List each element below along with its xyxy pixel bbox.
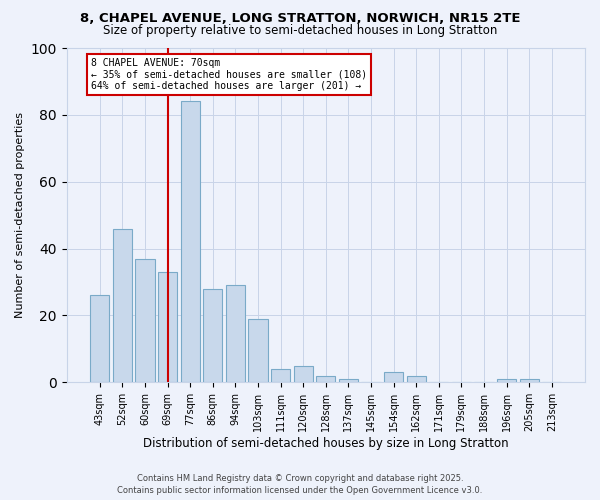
Text: 8, CHAPEL AVENUE, LONG STRATTON, NORWICH, NR15 2TE: 8, CHAPEL AVENUE, LONG STRATTON, NORWICH… — [80, 12, 520, 26]
Bar — [271, 369, 290, 382]
X-axis label: Distribution of semi-detached houses by size in Long Stratton: Distribution of semi-detached houses by … — [143, 437, 509, 450]
Text: Size of property relative to semi-detached houses in Long Stratton: Size of property relative to semi-detach… — [103, 24, 497, 37]
Bar — [136, 258, 155, 382]
Bar — [90, 296, 109, 382]
Bar — [293, 366, 313, 382]
Bar — [248, 319, 268, 382]
Bar — [316, 376, 335, 382]
Bar — [181, 102, 200, 382]
Bar — [407, 376, 426, 382]
Bar — [339, 379, 358, 382]
Bar — [384, 372, 403, 382]
Bar — [158, 272, 177, 382]
Bar — [113, 228, 132, 382]
Text: 8 CHAPEL AVENUE: 70sqm
← 35% of semi-detached houses are smaller (108)
64% of se: 8 CHAPEL AVENUE: 70sqm ← 35% of semi-det… — [91, 58, 367, 91]
Bar — [520, 379, 539, 382]
Text: Contains HM Land Registry data © Crown copyright and database right 2025.
Contai: Contains HM Land Registry data © Crown c… — [118, 474, 482, 495]
Bar — [497, 379, 516, 382]
Bar — [226, 286, 245, 382]
Bar — [203, 288, 223, 382]
Y-axis label: Number of semi-detached properties: Number of semi-detached properties — [15, 112, 25, 318]
